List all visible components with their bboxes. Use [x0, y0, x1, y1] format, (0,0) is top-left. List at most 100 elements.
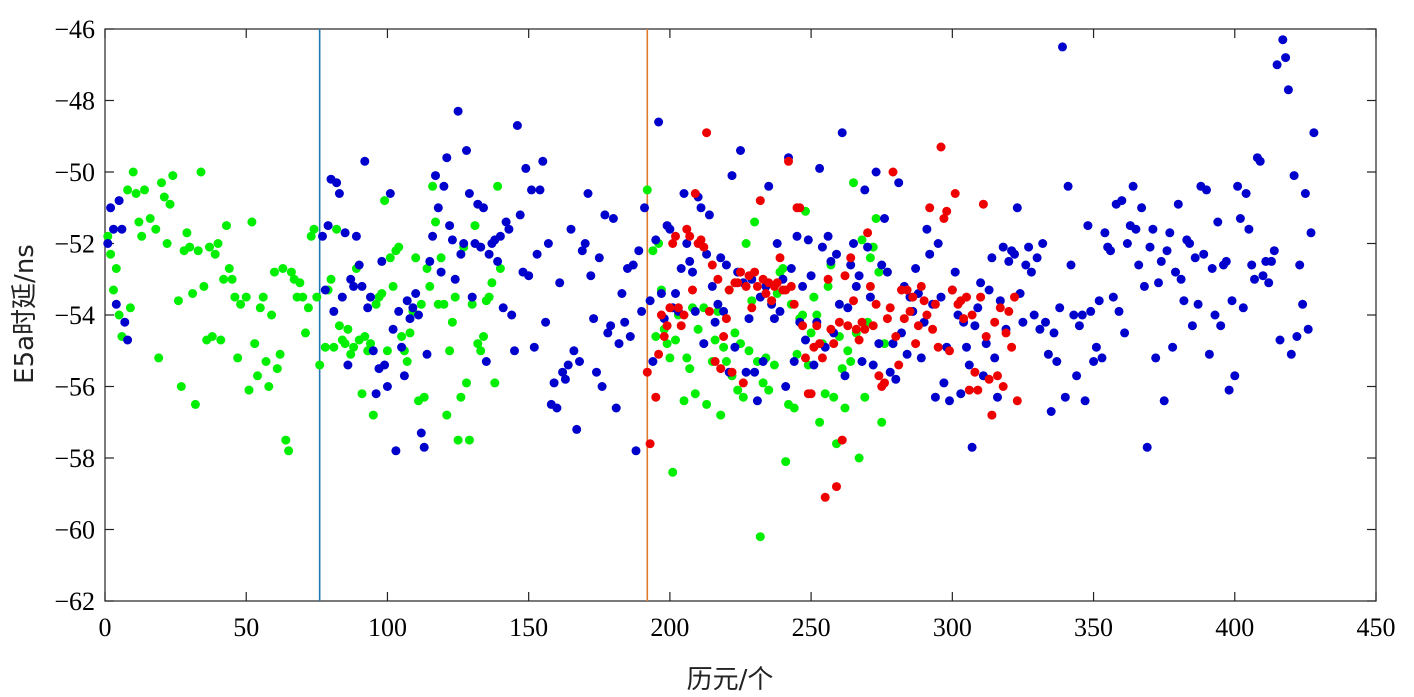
data-point [815, 417, 825, 427]
data-point [253, 371, 262, 381]
data-point [1199, 249, 1209, 259]
data-point [973, 303, 983, 313]
data-point [165, 199, 175, 209]
y-tick-label: −60 [54, 516, 95, 545]
data-point [1069, 310, 1079, 320]
data-point [495, 231, 505, 241]
data-point [1244, 224, 1254, 234]
data-point [334, 189, 344, 198]
data-point [962, 342, 971, 352]
data-point [640, 203, 649, 213]
data-point [1159, 396, 1169, 406]
data-point [614, 339, 624, 349]
data-point [173, 296, 183, 306]
data-point [707, 281, 717, 291]
data-point [812, 310, 822, 320]
data-point [880, 214, 889, 223]
data-point [945, 346, 954, 356]
data-point [634, 246, 644, 256]
data-point [679, 396, 689, 406]
data-point [270, 267, 279, 277]
data-point [840, 403, 850, 413]
data-point [575, 357, 584, 366]
data-point [134, 217, 144, 227]
data-point [408, 303, 418, 313]
y-tick-label: −46 [54, 15, 95, 44]
data-point [939, 214, 949, 223]
data-point [1213, 217, 1223, 227]
data-point [631, 446, 641, 456]
x-tick-label: 400 [1215, 613, 1254, 642]
data-point [529, 342, 539, 352]
data-point [326, 274, 336, 284]
data-point [857, 235, 867, 245]
x-tick-label: 450 [1357, 613, 1396, 642]
data-point [162, 239, 172, 248]
data-point [1108, 292, 1118, 302]
data-point [750, 367, 760, 377]
data-point [272, 364, 282, 374]
data-point [425, 281, 435, 291]
data-point [784, 156, 793, 166]
data-point [377, 289, 387, 298]
data-point [654, 349, 664, 359]
data-point [114, 196, 124, 206]
data-point [1058, 42, 1067, 52]
data-point [843, 303, 853, 313]
data-point [541, 317, 551, 327]
data-point [806, 271, 816, 281]
data-point [117, 224, 127, 234]
data-point [318, 231, 327, 241]
data-point [849, 178, 858, 188]
data-point [106, 203, 116, 213]
data-point [843, 321, 853, 331]
data-point [258, 292, 268, 302]
x-tick-label: 250 [792, 613, 831, 642]
data-point [340, 339, 350, 349]
data-point [721, 357, 731, 366]
data-point [775, 253, 785, 263]
data-point [586, 271, 596, 281]
data-point [241, 292, 251, 302]
data-point [532, 249, 542, 259]
data-point [385, 253, 395, 263]
data-point [527, 185, 536, 195]
data-point [303, 303, 313, 313]
data-point [702, 249, 712, 259]
data-point [524, 271, 534, 281]
data-point [710, 357, 720, 366]
data-point [123, 335, 133, 345]
data-point [863, 242, 873, 252]
data-point [1207, 264, 1217, 273]
data-point [738, 378, 748, 388]
data-point [1097, 353, 1107, 363]
data-point [507, 310, 517, 320]
data-point [1117, 196, 1127, 206]
data-point [1001, 328, 1011, 338]
data-point [730, 342, 740, 352]
data-point [371, 389, 381, 399]
data-point [236, 299, 246, 309]
data-point [1131, 224, 1141, 234]
data-point [453, 106, 463, 116]
data-point [747, 303, 757, 313]
data-point [704, 306, 714, 316]
data-point [874, 339, 884, 349]
data-point [868, 321, 878, 331]
data-point [947, 285, 957, 295]
data-point [1021, 260, 1031, 270]
data-point [1309, 128, 1319, 138]
x-tick-label: 200 [650, 613, 689, 642]
y-tick-label: −48 [54, 87, 95, 116]
data-point [1154, 278, 1163, 288]
data-point [1258, 271, 1268, 281]
data-point [837, 435, 847, 445]
data-point [950, 267, 960, 277]
y-tick-label: −62 [54, 587, 95, 616]
data-point [606, 321, 616, 331]
data-point [671, 231, 680, 241]
data-point [337, 292, 347, 302]
data-point [1295, 260, 1305, 270]
data-point [713, 274, 723, 284]
data-point [936, 292, 946, 302]
